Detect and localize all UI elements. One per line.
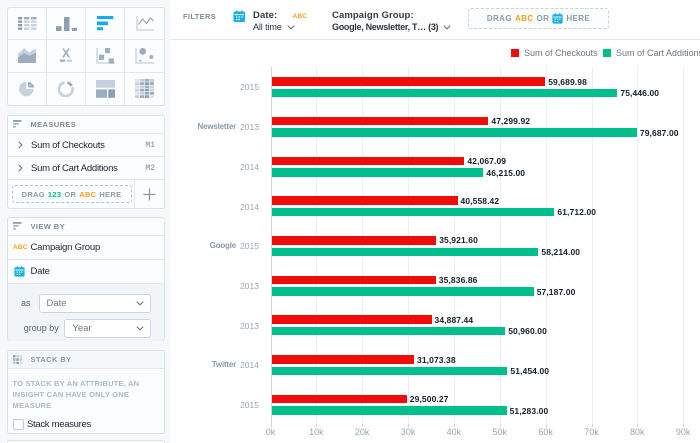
svg-text:X: X — [62, 48, 71, 61]
